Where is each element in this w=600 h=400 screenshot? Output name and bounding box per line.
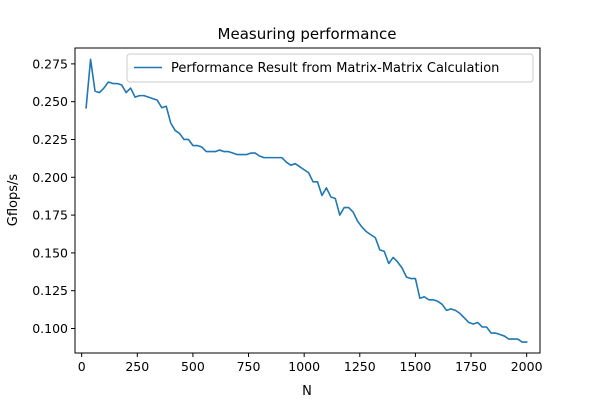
y-tick-label: 0.125 [32,283,68,298]
x-tick-label: 250 [125,359,149,374]
x-tick-label: 1500 [400,359,432,374]
plot-area [85,58,528,343]
legend-label: Performance Result from Matrix-Matrix Ca… [171,61,499,76]
x-tick-label: 500 [181,359,205,374]
x-tick-label: 1750 [455,359,487,374]
x-tick-label: 750 [237,359,261,374]
x-tick-label: 0 [78,359,86,374]
y-axis: 0.100 0.125 0.150 0.175 0.200 0.225 0.250 0.275 [32,56,75,336]
x-tick-label: 2000 [511,359,543,374]
y-tick-label: 0.150 [32,245,68,260]
legend: Performance Result from Matrix-Matrix Ca… [126,53,534,83]
y-axis-label: Gflops/s [6,174,21,227]
legend-box [126,53,534,83]
y-tick-label: 0.225 [32,132,68,147]
y-tick-label: 0.175 [32,208,68,223]
x-tick-label: 1250 [344,359,376,374]
y-tick-label: 0.200 [32,170,68,185]
y-tick-label: 0.100 [32,321,68,336]
y-tick-label: 0.250 [32,94,68,109]
y-tick-label: 0.275 [32,56,68,71]
x-axis-label: N [302,384,312,399]
axes-frame [74,47,541,354]
x-tick-label: 1000 [288,359,320,374]
chart-title: Measuring performance [218,25,397,43]
x-axis: 0 250 500 750 1000 1250 1500 1750 2000 [78,353,543,374]
series-line [85,58,528,343]
